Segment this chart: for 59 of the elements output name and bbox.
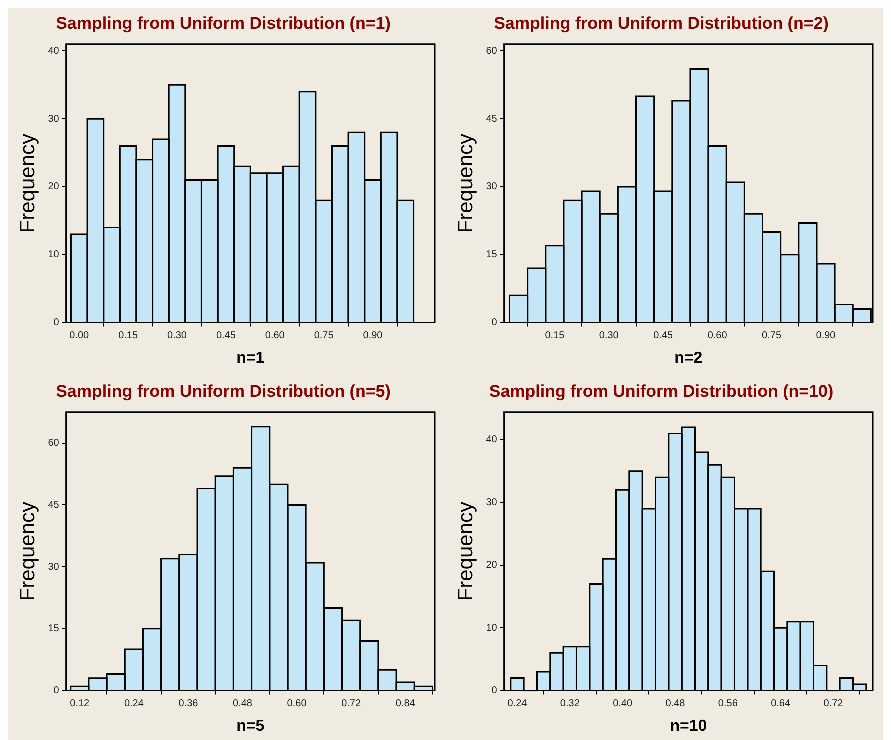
y-axis-title: Frequency (454, 501, 478, 602)
chart-title: Sampling from Uniform Distribution (n=1) (56, 14, 391, 33)
x-tick-label: 0.90 (363, 330, 384, 342)
y-tick-label: 15 (486, 250, 498, 261)
x-tick-label: 0.60 (265, 330, 286, 342)
x-tick-label: 0.75 (314, 330, 334, 342)
x-tick-label: 0.30 (168, 330, 188, 342)
x-tick-label: 0.00 (70, 330, 90, 342)
x-axis-title: n=10 (670, 718, 708, 735)
y-tick-label: 30 (48, 114, 60, 125)
x-tick-label: 0.72 (824, 698, 844, 710)
y-axis-title: Frequency (16, 501, 40, 602)
y-tick-label: 30 (48, 562, 60, 573)
y-tick-label: 20 (486, 560, 498, 572)
x-tick-label: 0.40 (613, 698, 633, 710)
y-tick-label: 60 (486, 46, 498, 57)
y-axis-title: Frequency (454, 133, 478, 234)
y-tick-label: 40 (486, 434, 498, 446)
x-axis-title: n=5 (236, 718, 265, 735)
y-tick-label: 60 (48, 438, 60, 450)
x-tick-label: 0.30 (599, 330, 620, 342)
x-axis-title: n=1 (236, 350, 265, 367)
y-tick-label: 20 (48, 182, 60, 193)
x-tick-label: 0.72 (342, 698, 362, 710)
y-tick-label: 30 (486, 497, 498, 508)
chart-title: Sampling from Uniform Distribution (n=5) (56, 382, 391, 401)
x-tick-label: 0.75 (762, 330, 782, 342)
x-tick-label: 0.84 (396, 698, 416, 710)
y-tick-label: 10 (48, 250, 60, 261)
x-tick-label: 0.15 (118, 330, 138, 342)
x-tick-label: 0.32 (560, 698, 580, 710)
y-tick-label: 45 (486, 114, 498, 125)
x-tick-label: 0.48 (666, 698, 686, 710)
x-tick-label: 0.45 (216, 330, 236, 342)
chart-title: Sampling from Uniform Distribution (n=10) (489, 382, 834, 401)
x-tick-label: 0.12 (70, 698, 90, 710)
y-tick-label: 0 (492, 686, 498, 697)
x-tick-label: 0.36 (178, 698, 199, 710)
y-tick-label: 0 (492, 318, 498, 329)
x-tick-label: 0.64 (771, 698, 791, 710)
x-tick-label: 0.90 (816, 330, 836, 342)
x-tick-label: 0.24 (508, 698, 528, 710)
y-tick-label: 0 (54, 686, 60, 697)
x-tick-label: 0.60 (708, 330, 728, 342)
y-tick-label: 30 (486, 182, 498, 193)
y-tick-label: 40 (48, 46, 60, 57)
chart-title: Sampling from Uniform Distribution (n=2) (494, 14, 829, 33)
y-tick-label: 10 (486, 622, 498, 634)
x-tick-label: 0.24 (124, 698, 144, 710)
y-tick-label: 0 (54, 318, 60, 329)
x-tick-label: 0.56 (718, 698, 738, 710)
y-tick-label: 15 (48, 624, 60, 635)
x-tick-label: 0.45 (654, 330, 674, 342)
x-tick-label: 0.15 (545, 330, 566, 342)
x-tick-label: 0.48 (233, 698, 253, 710)
x-axis-title: n=2 (674, 350, 703, 367)
y-axis-title: Frequency (16, 133, 40, 234)
y-tick-label: 45 (48, 500, 60, 511)
x-tick-label: 0.60 (287, 698, 308, 710)
